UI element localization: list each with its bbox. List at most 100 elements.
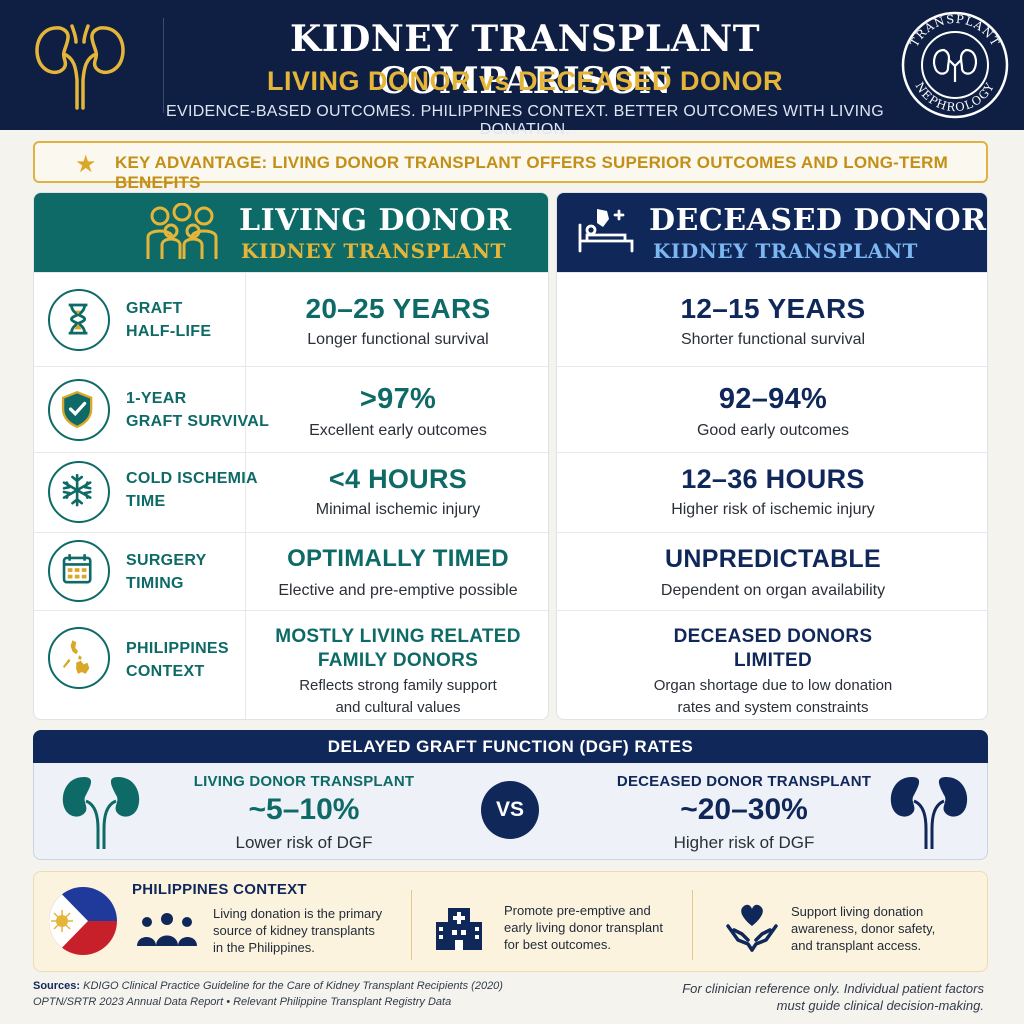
philippines-point-line: Promote pre-emptive and	[504, 903, 651, 918]
living-value: 20–25 YEARS	[305, 293, 491, 324]
snowflake-icon	[48, 461, 110, 523]
row-philippines-context: DECEASED DONORS LIMITED Organ shortage du…	[557, 610, 987, 719]
philippines-point-line: source of kidney transplants	[213, 923, 375, 938]
living-donor-header: LIVING DONOR KIDNEY TRANSPLANT	[34, 193, 548, 272]
living-donor-title: LIVING DONOR	[239, 203, 512, 238]
category-label-line: GRAFT SURVIVAL	[126, 413, 270, 430]
deceased-value-line: LIMITED	[733, 650, 813, 671]
header-divider	[163, 18, 164, 113]
disclaimer-line: For clinician reference only. Individual…	[682, 981, 984, 996]
row-cold-ischemia: 12–36 HOURS Higher risk of ischemic inju…	[557, 452, 987, 532]
deceased-desc: Organ shortage due to low donation rates …	[557, 675, 987, 719]
category-label-line: PHILIPPINES	[126, 640, 229, 657]
living-value: MOSTLY LIVING RELATED FAMILY DONORS	[246, 625, 548, 673]
deceased-donor-subtitle: KIDNEY TRANSPLANT	[653, 239, 918, 263]
philippines-flag-icon	[49, 887, 117, 955]
deceased-value: UNPREDICTABLE	[665, 545, 881, 573]
deceased-donor-title: DECEASED DONOR	[649, 203, 987, 238]
deceased-donor-panel: DECEASED DONOR KIDNEY TRANSPLANT 12–15 Y…	[556, 192, 988, 720]
category-label: SURGERY TIMING	[126, 549, 207, 595]
deceased-desc-line: Organ shortage due to low donation	[653, 677, 893, 694]
disclaimer: For clinician reference only. Individual…	[610, 980, 984, 1014]
category-label: PHILIPPINES CONTEXT	[126, 637, 229, 683]
category-label-line: TIME	[126, 493, 166, 510]
vs-badge: VS	[481, 781, 539, 839]
deceased-value: DECEASED DONORS LIMITED	[557, 625, 987, 673]
living-desc: Minimal ischemic injury	[315, 501, 481, 518]
hospital-bed-icon	[578, 209, 634, 253]
row-graft-half-life: GRAFT HALF-LIFE 20–25 YEARS Longer functi…	[34, 272, 548, 366]
divider	[411, 890, 412, 960]
living-donor-panel: LIVING DONOR KIDNEY TRANSPLANT GRAFT HALF…	[33, 192, 549, 720]
header: KIDNEY TRANSPLANT COMPARISON LIVING DONO…	[0, 0, 1024, 138]
deceased-desc: Dependent on organ availability	[660, 582, 886, 599]
heart-hands-icon	[726, 904, 778, 952]
deceased-desc: Good early outcomes	[696, 422, 850, 439]
hourglass-icon	[48, 289, 110, 351]
philippines-point-line: early living donor transplant	[504, 920, 663, 935]
page-subtitle: LIVING DONOR vs DECEASED DONOR	[266, 66, 784, 96]
living-value: >97%	[359, 383, 437, 415]
living-kidneys-icon	[62, 777, 140, 849]
philippines-point-line: awareness, donor safety,	[791, 921, 936, 936]
deceased-desc: Shorter functional survival	[680, 331, 866, 348]
living-value-line: FAMILY DONORS	[317, 650, 479, 671]
dgf-deceased-value: ~20–30%	[680, 793, 808, 826]
philippines-point-2: Promote pre-emptive and early living dono…	[504, 902, 663, 953]
deceased-value: 12–36 HOURS	[681, 464, 865, 494]
page-title: KIDNEY TRANSPLANT COMPARISON	[290, 18, 760, 102]
philippines-point-line: Living donation is the primary	[213, 906, 383, 921]
star-icon: ★	[75, 151, 97, 178]
philippines-map-icon	[48, 627, 110, 689]
philippines-context-heading: PHILIPPINES CONTEXT	[132, 881, 307, 898]
philippines-point-line: and transplant access.	[791, 938, 922, 953]
living-value-line: MOSTLY LIVING RELATED	[275, 626, 521, 647]
living-desc: Longer functional survival	[307, 331, 489, 348]
category-label: GRAFT HALF-LIFE	[126, 297, 211, 343]
category-label: 1-YEAR GRAFT SURVIVAL	[126, 387, 269, 433]
philippines-context-box: PHILIPPINES CONTEXT Living donation is t…	[33, 871, 988, 972]
row-graft-survival: 1-YEAR GRAFT SURVIVAL >97% Excellent earl…	[34, 366, 548, 452]
category-label-line: CONTEXT	[126, 663, 205, 680]
dgf-living-desc: Lower risk of DGF	[235, 833, 373, 852]
sources-line: OPTN/SRTR 2023 Annual Data Report • Rele…	[33, 996, 452, 1008]
philippines-point-3: Support living donation awareness, donor …	[791, 903, 935, 954]
row-cold-ischemia: COLD ISCHEMIA TIME <4 HOURS Minimal ische…	[34, 452, 548, 532]
page-tagline: EVIDENCE-BASED OUTCOMES. PHILIPPINES CON…	[166, 103, 884, 138]
calendar-icon	[48, 540, 110, 602]
dgf-title: DELAYED GRAFT FUNCTION (DGF) RATES	[33, 730, 988, 763]
dgf-deceased-label: DECEASED DONOR TRANSPLANT	[616, 773, 872, 790]
living-desc-line: Reflects strong family support	[299, 677, 497, 694]
shield-check-icon	[48, 379, 110, 441]
people-icon	[137, 913, 197, 946]
key-advantage-banner: ★ KEY ADVANTAGE: LIVING DONOR TRANSPLANT…	[33, 141, 988, 192]
deceased-desc: Higher risk of ischemic injury	[671, 501, 875, 518]
deceased-value: 92–94%	[718, 383, 828, 415]
row-graft-half-life: 12–15 YEARS Shorter functional survival	[557, 272, 987, 366]
category-label-line: 1-YEAR	[126, 390, 187, 407]
deceased-value-line: DECEASED DONORS	[673, 626, 873, 647]
living-desc: Elective and pre-emptive possible	[278, 582, 518, 599]
column-divider	[245, 272, 246, 719]
philippines-point-line: in the Philippines.	[213, 940, 315, 955]
sources: Sources: KDIGO Clinical Practice Guideli…	[33, 978, 503, 1010]
living-value: <4 HOURS	[328, 464, 468, 494]
philippines-point-1: Living donation is the primary source of …	[213, 905, 382, 956]
deceased-donor-header: DECEASED DONOR KIDNEY TRANSPLANT	[557, 193, 987, 272]
dgf-deceased-desc: Higher risk of DGF	[673, 833, 815, 852]
living-desc: Reflects strong family support and cultur…	[246, 675, 548, 719]
category-label-line: GRAFT	[126, 300, 183, 317]
row-graft-survival: 92–94% Good early outcomes	[557, 366, 987, 452]
sources-line: KDIGO Clinical Practice Guideline for th…	[83, 980, 503, 992]
disclaimer-line: must guide clinical decision-making.	[776, 998, 984, 1013]
living-donor-subtitle: KIDNEY TRANSPLANT	[241, 239, 506, 263]
living-desc: Excellent early outcomes	[309, 422, 487, 439]
deceased-value: 12–15 YEARS	[680, 293, 866, 324]
row-surgery-timing: UNPREDICTABLE Dependent on organ availab…	[557, 532, 987, 610]
row-philippines-context: PHILIPPINES CONTEXT MOSTLY LIVING RELATED…	[34, 610, 548, 719]
row-surgery-timing: SURGERY TIMING OPTIMALLY TIMED Elective a…	[34, 532, 548, 610]
dgf-living-value: ~5–10%	[248, 793, 360, 826]
dgf-living-label: LIVING DONOR TRANSPLANT	[193, 773, 415, 790]
philippines-point-line: Support living donation	[791, 904, 924, 919]
key-advantage-text: KEY ADVANTAGE: LIVING DONOR TRANSPLANT O…	[115, 153, 948, 192]
